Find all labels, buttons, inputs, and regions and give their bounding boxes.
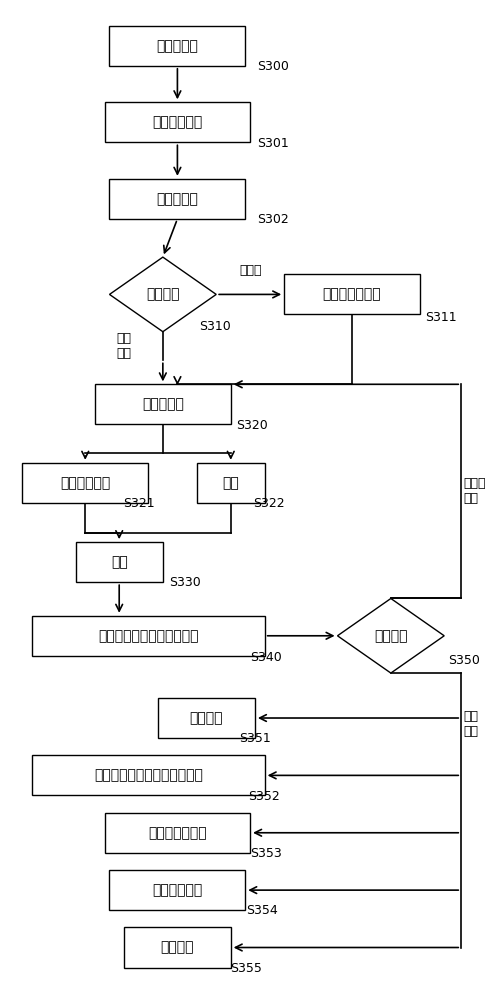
FancyBboxPatch shape xyxy=(124,927,231,968)
Text: 延续
测试: 延续 测试 xyxy=(117,332,131,360)
FancyBboxPatch shape xyxy=(76,542,163,582)
Text: S311: S311 xyxy=(425,311,456,324)
FancyBboxPatch shape xyxy=(22,463,148,503)
Text: S310: S310 xyxy=(199,320,231,333)
Text: S300: S300 xyxy=(257,60,289,73)
FancyBboxPatch shape xyxy=(95,384,231,424)
Text: 断裂监测: 断裂监测 xyxy=(374,629,408,643)
Text: S355: S355 xyxy=(230,962,262,975)
Text: 发声提示: 发声提示 xyxy=(190,711,223,725)
Polygon shape xyxy=(337,598,444,673)
Text: 停止摩擦计数: 停止摩擦计数 xyxy=(152,883,203,897)
Text: S354: S354 xyxy=(247,904,278,917)
Text: 未发生
断裂: 未发生 断裂 xyxy=(463,477,486,505)
FancyBboxPatch shape xyxy=(110,26,246,66)
FancyBboxPatch shape xyxy=(284,274,420,314)
Text: 摩擦次数计数: 摩擦次数计数 xyxy=(60,476,110,490)
Text: 初始化摩擦次数: 初始化摩擦次数 xyxy=(323,287,381,301)
FancyBboxPatch shape xyxy=(105,813,250,853)
Text: 新测试: 新测试 xyxy=(239,264,261,277)
FancyBboxPatch shape xyxy=(197,463,265,503)
FancyBboxPatch shape xyxy=(105,102,250,142)
FancyBboxPatch shape xyxy=(32,755,265,795)
Text: 发生
断裂: 发生 断裂 xyxy=(463,710,479,738)
Text: S301: S301 xyxy=(257,137,289,150)
Text: 存储: 存储 xyxy=(111,555,127,569)
Text: S302: S302 xyxy=(257,213,289,226)
Text: S321: S321 xyxy=(123,497,155,510)
Text: S352: S352 xyxy=(248,790,280,803)
Text: 停止测温: 停止测温 xyxy=(161,940,194,954)
Text: 停止驱动测试板: 停止驱动测试板 xyxy=(148,826,206,840)
Text: 安装电池极片: 安装电池极片 xyxy=(152,115,203,129)
Text: 显示断裂时摩擦次数以及温度: 显示断裂时摩擦次数以及温度 xyxy=(94,768,203,782)
Text: 显示当前摩擦次数以及温度: 显示当前摩擦次数以及温度 xyxy=(98,629,199,643)
Text: 启动判断: 启动判断 xyxy=(146,287,180,301)
Text: S330: S330 xyxy=(168,576,201,589)
Polygon shape xyxy=(110,257,216,332)
Text: S351: S351 xyxy=(240,732,271,745)
Text: S350: S350 xyxy=(448,654,480,667)
FancyBboxPatch shape xyxy=(110,870,246,910)
Text: 制备测试板: 制备测试板 xyxy=(157,39,199,53)
Text: 测温: 测温 xyxy=(222,476,239,490)
FancyBboxPatch shape xyxy=(110,179,246,219)
Text: 驱动测试板: 驱动测试板 xyxy=(142,397,184,411)
Text: 定位测试板: 定位测试板 xyxy=(157,192,199,206)
Text: S320: S320 xyxy=(237,419,268,432)
FancyBboxPatch shape xyxy=(158,698,255,738)
FancyBboxPatch shape xyxy=(32,616,265,656)
Text: S340: S340 xyxy=(250,651,282,664)
Text: S322: S322 xyxy=(253,497,285,510)
Text: S353: S353 xyxy=(250,847,282,860)
